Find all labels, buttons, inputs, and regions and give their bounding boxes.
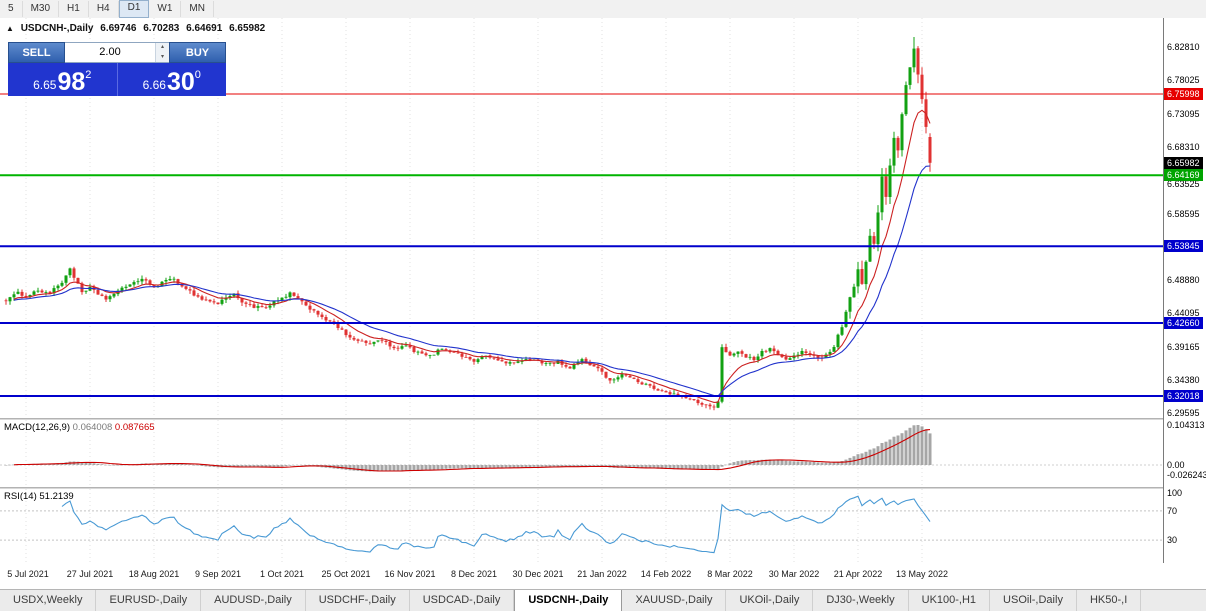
- tf-button-d1[interactable]: D1: [118, 0, 150, 18]
- ohlc-open: 6.69746: [100, 23, 137, 34]
- rsi-tick: 30: [1167, 535, 1178, 546]
- tf-button-m30[interactable]: M30: [23, 1, 60, 17]
- rsi-tick: 100: [1167, 488, 1183, 498]
- tab-eurusd-daily[interactable]: EURUSD-,Daily: [96, 590, 202, 611]
- chart-symbol-label: USDCNH-,Daily: [20, 23, 94, 34]
- price-tick: 6.58595: [1167, 208, 1200, 219]
- date-label: 16 Nov 2021: [384, 569, 436, 579]
- tab-dj30-weekly[interactable]: DJ30-,Weekly: [813, 590, 909, 611]
- tab-usdcad-daily[interactable]: USDCAD-,Daily: [410, 590, 515, 611]
- date-label: 1 Oct 2021: [259, 569, 305, 579]
- candlestick-chart[interactable]: [0, 18, 1163, 423]
- price-tick: 6.48880: [1167, 275, 1200, 286]
- one-click-trading-panel: SELL 2.00 ▴ ▾ BUY 6.65 98 2 6.66 30 0: [8, 42, 226, 96]
- rsi-tick: 70: [1167, 505, 1178, 516]
- date-label: 9 Sep 2021: [194, 569, 242, 579]
- tf-button-h1[interactable]: H1: [59, 1, 89, 17]
- tab-uk100-h1[interactable]: UK100-,H1: [909, 590, 991, 611]
- volume-field[interactable]: 2.00 ▴ ▾: [65, 42, 169, 63]
- tab-usdchf-daily[interactable]: USDCHF-,Daily: [306, 590, 410, 611]
- price-tick: 6.34380: [1167, 374, 1200, 385]
- rsi-name: RSI(14): [4, 491, 37, 502]
- tf-button-h4[interactable]: H4: [89, 1, 119, 17]
- one-click-collapse-icon[interactable]: ▲: [6, 24, 14, 33]
- macd-tick-bottom: -0.026243: [1167, 470, 1206, 480]
- rsi-indicator-panel[interactable]: RSI(14) 51.2139: [0, 489, 1163, 562]
- macd-tick-top: 0.104313: [1167, 420, 1205, 430]
- rsi-value: 51.2139: [39, 491, 74, 502]
- tab-usdcnh-daily[interactable]: USDCNH-,Daily: [514, 590, 623, 611]
- rsi-label: RSI(14) 51.2139: [4, 491, 74, 502]
- macd-indicator-panel[interactable]: MACD(12,26,9) 0.064008 0.087665: [0, 420, 1163, 487]
- date-label: 21 Apr 2022: [833, 569, 883, 579]
- current-price-label: 6.65982: [1164, 156, 1203, 169]
- sell-price-prefix: 6.65: [33, 78, 57, 92]
- chart-title: ▲ USDCNH-,Daily 6.69746 6.70283 6.64691 …: [6, 23, 269, 34]
- date-label: 30 Dec 2021: [512, 569, 564, 579]
- ohlc-close: 6.65982: [229, 23, 266, 34]
- buy-price-sup: 0: [194, 69, 201, 81]
- panel-separator[interactable]: [0, 487, 1206, 489]
- macd-label: MACD(12,26,9) 0.064008 0.087665: [4, 422, 155, 433]
- tab-usoil-daily[interactable]: USOil-,Daily: [990, 590, 1077, 611]
- price-tick: 6.44095: [1167, 308, 1200, 319]
- time-axis[interactable]: 5 Jul 2021 27 Jul 2021 18 Aug 2021 9 Sep 20…: [0, 563, 1206, 589]
- macd-chart[interactable]: [0, 420, 1163, 492]
- tf-button-w1[interactable]: W1: [149, 1, 182, 17]
- price-tick: 6.73095: [1167, 108, 1200, 119]
- timeframe-toolbar: 5 M30 H1 H4 D1 W1 MN: [0, 0, 1206, 19]
- volume-up-button[interactable]: ▴: [156, 43, 169, 53]
- sell-price-display[interactable]: 6.65 98 2: [8, 63, 117, 96]
- ohlc-low: 6.64691: [186, 23, 223, 34]
- date-label: 14 Feb 2022: [640, 569, 692, 579]
- price-tick: 6.68310: [1167, 141, 1200, 152]
- macd-value-signal: 0.087665: [114, 422, 155, 433]
- date-label: 18 Aug 2021: [128, 569, 180, 579]
- date-label: 30 Mar 2022: [768, 569, 820, 579]
- tab-ukoil-daily[interactable]: UKOil-,Daily: [726, 590, 814, 611]
- volume-down-button[interactable]: ▾: [156, 52, 169, 62]
- sell-button[interactable]: SELL: [8, 42, 65, 63]
- macd-name: MACD(12,26,9): [4, 422, 70, 433]
- line-price-label: 6.32018: [1164, 390, 1203, 403]
- line-price-label: 6.64169: [1164, 169, 1203, 182]
- date-label: 5 Jul 2021: [7, 569, 49, 579]
- buy-button[interactable]: BUY: [169, 42, 226, 63]
- rsi-chart[interactable]: [0, 489, 1163, 567]
- date-label: 13 May 2022: [895, 569, 949, 579]
- ohlc-high: 6.70283: [143, 23, 180, 34]
- date-label: 25 Oct 2021: [321, 569, 371, 579]
- buy-price-prefix: 6.66: [142, 78, 166, 92]
- date-label: 8 Mar 2022: [707, 569, 753, 579]
- buy-price-big: 30: [166, 68, 195, 96]
- price-tick: 6.29595: [1167, 407, 1200, 418]
- buy-price-display[interactable]: 6.66 30 0: [116, 63, 227, 96]
- tf-button-mn[interactable]: MN: [181, 1, 214, 17]
- macd-value-main: 0.064008: [72, 422, 113, 433]
- price-tick: 6.78025: [1167, 75, 1200, 86]
- volume-value[interactable]: 2.00: [99, 46, 121, 58]
- macd-tick-zero: 0.00: [1167, 460, 1185, 470]
- price-axis[interactable]: 6.82810 6.78025 6.73095 6.68310 6.63525 6.585…: [1163, 18, 1206, 563]
- tab-xauusd-daily[interactable]: XAUUSD-,Daily: [622, 590, 727, 611]
- panel-separator[interactable]: [0, 418, 1206, 420]
- tab-audusd-daily[interactable]: AUDUSD-,Daily: [201, 590, 306, 611]
- sell-price-big: 98: [57, 68, 86, 96]
- tab-hk50-i[interactable]: HK50-,I: [1077, 590, 1142, 611]
- tf-button-5[interactable]: 5: [0, 1, 23, 17]
- date-label: 8 Dec 2021: [450, 569, 498, 579]
- tab-usdx-weekly[interactable]: USDX,Weekly: [0, 590, 97, 611]
- price-tick: 6.82810: [1167, 42, 1200, 53]
- date-label: 21 Jan 2022: [577, 569, 627, 579]
- sell-price-sup: 2: [85, 69, 92, 81]
- line-price-label: 6.75998: [1164, 88, 1203, 101]
- line-price-label: 6.53845: [1164, 240, 1203, 253]
- volume-spinner: ▴ ▾: [155, 43, 169, 62]
- date-label: 27 Jul 2021: [66, 569, 114, 579]
- price-tick: 6.63525: [1167, 179, 1200, 190]
- price-tick: 6.39165: [1167, 341, 1200, 352]
- line-price-label: 6.42660: [1164, 316, 1203, 329]
- chart-tab-bar: USDX,Weekly EURUSD-,Daily AUDUSD-,Daily USD…: [0, 589, 1206, 611]
